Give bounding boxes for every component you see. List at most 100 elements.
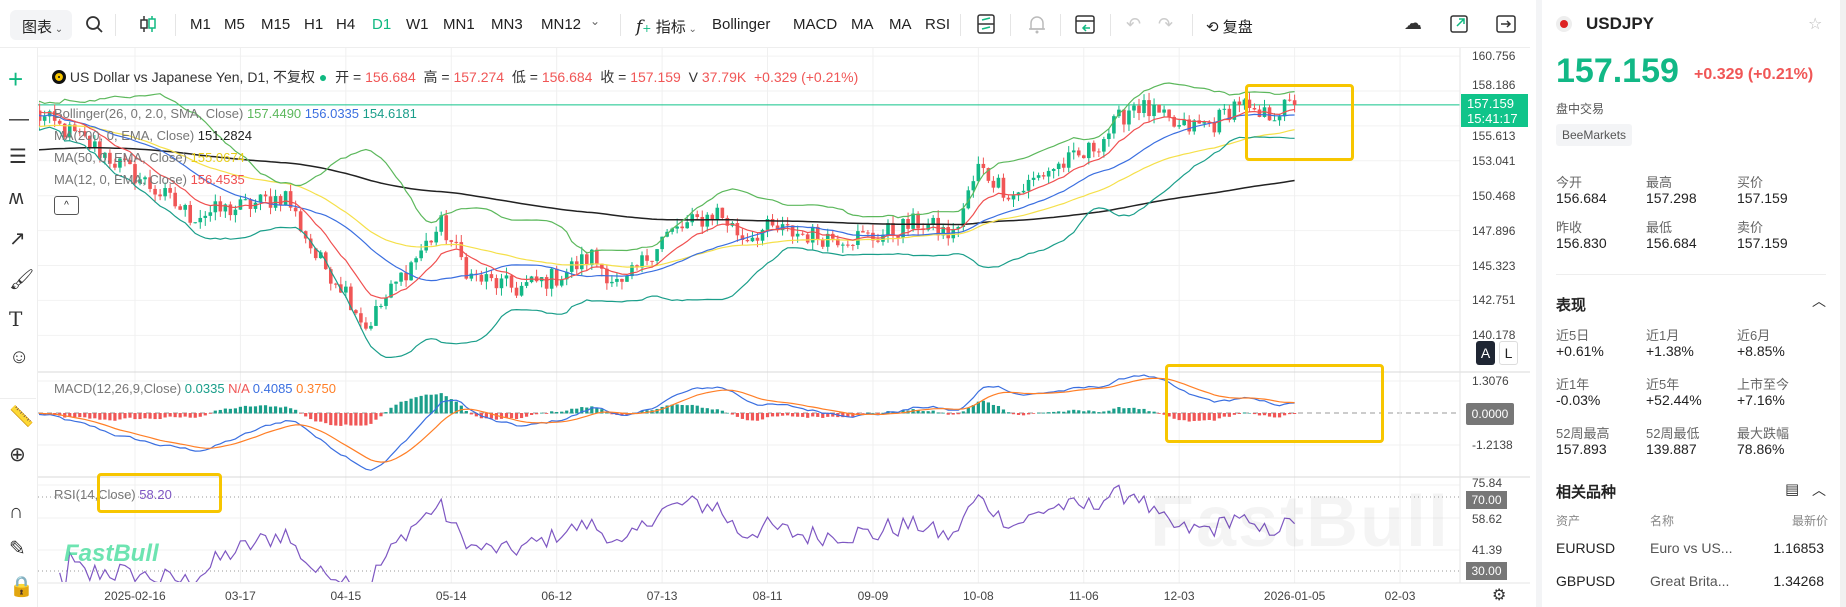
auto-scale-button[interactable]: A: [1476, 341, 1495, 365]
collapse-related-chevron-icon[interactable]: ︿: [1812, 482, 1826, 498]
indicator-rsi-button[interactable]: RSI: [925, 16, 951, 33]
timeframe-m1[interactable]: M1: [190, 16, 211, 33]
timeframe-mn1[interactable]: MN1: [443, 16, 475, 33]
indicator-ma-button-2[interactable]: MA: [889, 16, 912, 33]
candle-body: [223, 204, 228, 212]
candle: [760, 228, 765, 246]
macd-histogram-bar: [811, 413, 815, 417]
macd-histogram-bar: [931, 410, 935, 414]
alert-bell-icon[interactable]: [1027, 14, 1047, 34]
text-tool-icon[interactable]: T: [9, 307, 23, 331]
candle-body: [775, 225, 780, 231]
brush-icon[interactable]: 🖌: [9, 269, 35, 291]
ruler-icon[interactable]: 📏: [9, 406, 34, 428]
magnet-icon[interactable]: ∩: [9, 501, 24, 523]
candle-body: [1051, 169, 1056, 171]
candle-body: [1147, 100, 1151, 117]
indicator-macd-button[interactable]: MACD: [793, 16, 838, 33]
macd-legend[interactable]: MACD(12,26,9,Close) 0.0335 N/A 0.4085 0.…: [54, 381, 336, 396]
undo-icon[interactable]: ↶: [1126, 14, 1142, 34]
emoji-icon[interactable]: ☺: [9, 346, 30, 368]
replay-button[interactable]: ⟲ 复盘: [1206, 16, 1253, 37]
ma12-legend[interactable]: MA(12, 0, EMA, Close) 156.4535: [54, 172, 245, 187]
favorite-star-icon[interactable]: ☆: [1808, 16, 1823, 33]
candle: [1107, 128, 1111, 147]
timeframe-w1[interactable]: W1: [406, 16, 429, 33]
candle-body: [1066, 152, 1071, 168]
candle-body: [1097, 151, 1101, 153]
lock-drawing-icon[interactable]: ✎: [9, 538, 26, 560]
macd-histogram-bar: [946, 413, 950, 415]
candle-body: [891, 223, 895, 235]
chart-menu-button[interactable]: 图表 ⌄: [10, 10, 72, 40]
log-scale-button[interactable]: L: [1499, 341, 1518, 365]
indicator-ma-button[interactable]: MA: [851, 16, 874, 33]
macd-histogram-bar: [590, 406, 594, 414]
candle-body: [419, 250, 423, 259]
timeframe-mn12[interactable]: MN12: [541, 16, 582, 33]
macd-histogram-bar: [560, 411, 564, 414]
candle-body: [293, 207, 298, 212]
candle-body: [123, 158, 127, 161]
macd-histogram-bar: [1197, 413, 1201, 421]
candlestick-type-icon[interactable]: [138, 14, 158, 34]
candle-body: [98, 141, 102, 158]
timeframe-h1[interactable]: H1: [304, 16, 324, 33]
lock-icon[interactable]: 🔒: [9, 576, 34, 598]
macd-histogram-bar: [821, 413, 825, 418]
price-chart[interactable]: [0, 0, 1530, 607]
timeframe-d1[interactable]: D1: [372, 16, 392, 33]
layout-icon[interactable]: [977, 14, 995, 34]
panel-scrollbar[interactable]: [1840, 0, 1846, 607]
share-icon[interactable]: [1450, 15, 1468, 33]
candle-body: [409, 262, 413, 281]
candle-body: [1162, 109, 1166, 113]
list-icon[interactable]: ▤: [1785, 481, 1800, 498]
macd-histogram-bar: [123, 413, 127, 419]
macd-line: [39, 374, 1295, 471]
collapse-legend-button[interactable]: ^: [54, 196, 79, 215]
candle: [499, 273, 504, 296]
horizontal-line-icon[interactable]: —: [9, 108, 29, 130]
timeframe-m15[interactable]: M15: [261, 16, 291, 33]
calendar-goto-icon[interactable]: [1075, 13, 1095, 35]
candle: [941, 223, 946, 240]
trend-arrow-icon[interactable]: ↗: [9, 228, 26, 250]
pattern-zigzag-icon[interactable]: ʍ: [9, 187, 24, 209]
macd-histogram-bar: [745, 413, 750, 421]
source-badge[interactable]: BeeMarkets: [1556, 124, 1633, 146]
cloud-sync-icon[interactable]: ☁: [1404, 13, 1422, 33]
chart-settings-gear-icon[interactable]: ⚙: [1492, 587, 1507, 604]
macd-histogram-bar: [1237, 413, 1241, 414]
candle-body: [705, 214, 710, 227]
rsi-legend[interactable]: RSI(14,Close) 58.20: [54, 487, 172, 502]
candle: [203, 211, 208, 226]
rsi-tick: 58.62: [1472, 512, 1503, 526]
timeframe-h4[interactable]: H4: [336, 16, 356, 33]
chart-menu-label: 图表: [22, 19, 53, 36]
timeframe-mn3[interactable]: MN3: [491, 16, 523, 33]
ma50-legend[interactable]: MA(50, 0, EMA, Close) 155.0674: [54, 150, 245, 165]
related-row[interactable]: EURUSD Euro vs US... 1.16853: [1542, 540, 1842, 568]
related-row[interactable]: GBPUSD Great Brita... 1.34268: [1542, 573, 1842, 601]
candle-body: [1172, 116, 1176, 127]
timeframe-more-chevron-icon[interactable]: ⌄: [590, 14, 601, 28]
price-tick: 153.041: [1472, 153, 1516, 168]
collapse-chevron-icon[interactable]: ︿: [1812, 293, 1826, 309]
candle: [494, 274, 499, 295]
ma200-legend[interactable]: MA(200, 0, EMA, Close) 151.2824: [54, 128, 253, 143]
indicators-button[interactable]: f+ 指标 ⌄: [636, 17, 697, 37]
crosshair-plus-icon[interactable]: +: [8, 64, 24, 94]
indicator-bollinger-button[interactable]: Bollinger: [712, 16, 771, 33]
macd-histogram-bar: [73, 413, 77, 418]
fibonacci-lines-icon[interactable]: ☰: [9, 146, 27, 168]
redo-icon[interactable]: ↷: [1158, 14, 1174, 34]
zoom-in-icon[interactable]: ⊕: [9, 444, 26, 466]
macd-histogram-bar: [339, 413, 343, 426]
macd-histogram-bar: [434, 394, 438, 414]
search-icon[interactable]: [85, 15, 103, 33]
timeframe-m5[interactable]: M5: [224, 16, 245, 33]
candle-body: [1041, 175, 1046, 177]
bollinger-legend[interactable]: Bollinger(26, 0, 2.0, SMA, Close) 157.44…: [54, 106, 417, 121]
fullscreen-exit-icon[interactable]: [1496, 15, 1516, 33]
